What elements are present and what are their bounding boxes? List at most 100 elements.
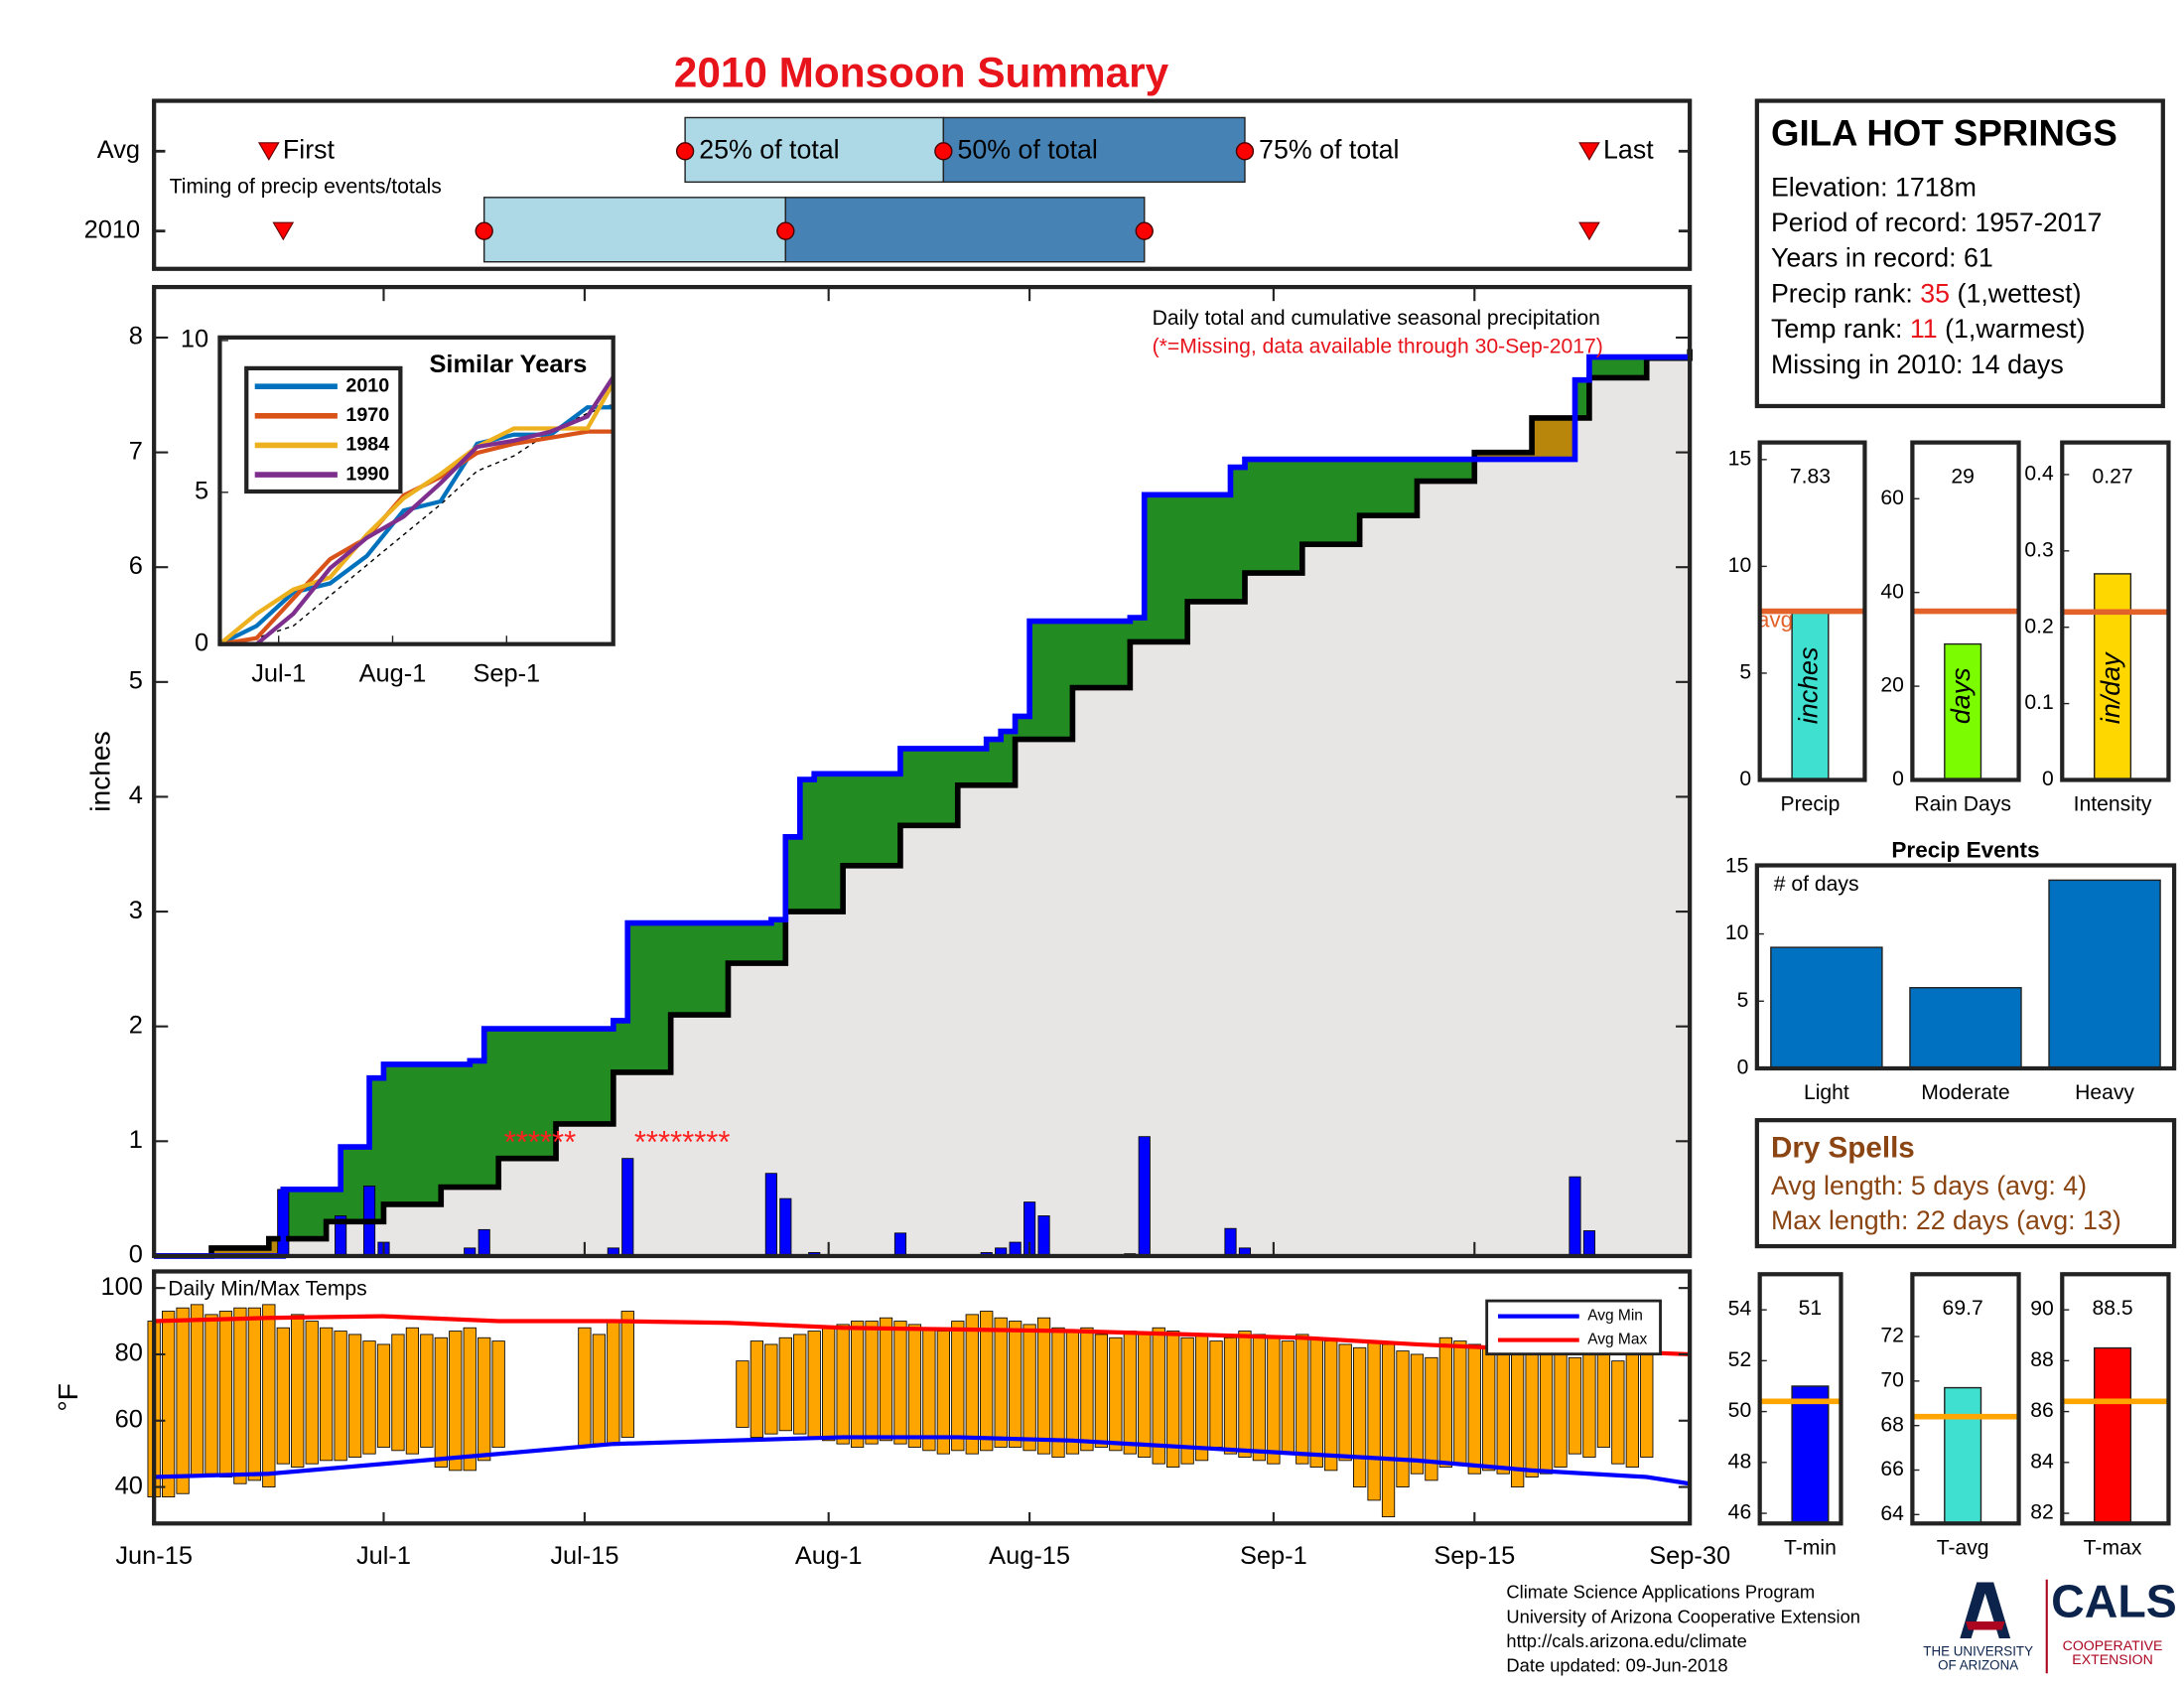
chart-title: Daily Min/Max Temps xyxy=(168,1277,366,1300)
bar xyxy=(1944,1386,1982,1525)
x-tick-label: Sep-30 xyxy=(1649,1542,1730,1570)
total-marker xyxy=(776,221,795,240)
y-tick-label: 5 xyxy=(129,667,143,695)
temp-range-bar xyxy=(1482,1346,1496,1472)
temp-range-bar xyxy=(347,1334,362,1458)
bar xyxy=(2094,1346,2132,1525)
frame xyxy=(152,98,1693,271)
x-tick-label: Heavy xyxy=(2075,1081,2134,1104)
temp-range-bar xyxy=(965,1314,979,1455)
x-tick-label: Intensity xyxy=(2074,792,2152,815)
y-tick-label: 2 xyxy=(129,1011,143,1039)
x-tick-label: Precip xyxy=(1780,792,1840,815)
temp-range-bar xyxy=(822,1327,836,1442)
y-tick-label: 15 xyxy=(1728,447,1752,470)
temp-range-bar xyxy=(922,1327,936,1452)
station-info: Period of record: 1957-2017 xyxy=(1771,208,2103,237)
bar xyxy=(1791,612,1830,781)
station-info-part: Years in record: 61 xyxy=(1771,243,1993,273)
row-label: 2010 xyxy=(84,215,140,243)
daily-precip-bar xyxy=(1569,1176,1581,1257)
unit-label: days xyxy=(1946,667,1976,724)
temp-range-bar xyxy=(1209,1340,1223,1448)
station-info: Precip rank: 35 (1,wettest) xyxy=(1771,278,2082,308)
station-info-part: Temp rank: xyxy=(1771,314,1910,344)
station-info-part: Precip rank: xyxy=(1771,278,1920,308)
cumulative-line xyxy=(154,353,1691,1259)
daily-precip-bar xyxy=(1037,1215,1050,1257)
temp-range-bar xyxy=(1252,1334,1267,1462)
event-marker xyxy=(1578,142,1600,161)
y-tick-label: 54 xyxy=(1728,1298,1752,1321)
temp-range-bar xyxy=(836,1324,850,1445)
logo-extension: COOPERATIVE xyxy=(2063,1637,2163,1653)
temp-range-bar xyxy=(578,1327,592,1448)
value-label: 88.5 xyxy=(2092,1297,2132,1320)
inset-title: Similar Years xyxy=(429,351,587,378)
daily-precip-bar xyxy=(1224,1227,1237,1257)
temp-range-bar xyxy=(1324,1340,1338,1472)
frame xyxy=(1754,98,2165,409)
missing-annotation: ****** xyxy=(504,1124,576,1159)
event-marker xyxy=(272,221,295,241)
temp-range-bar xyxy=(850,1321,865,1448)
value-label: 7.83 xyxy=(1790,465,1831,488)
temp-range-bar xyxy=(305,1321,319,1465)
y-tick-label: 72 xyxy=(1880,1325,1904,1347)
temp-range-bar xyxy=(764,1343,778,1435)
value-label: 29 xyxy=(1951,465,1975,488)
daily-precip-bar xyxy=(1138,1136,1151,1257)
logo-a-bar xyxy=(1965,1621,2005,1630)
unit-label: in/day xyxy=(2096,651,2125,724)
temp-range-bar xyxy=(391,1334,405,1452)
temp-range-bar xyxy=(1625,1353,1639,1468)
y-tick-label: 0.4 xyxy=(2024,463,2054,486)
frame xyxy=(1757,1272,1843,1526)
temp-range-bar xyxy=(951,1321,965,1452)
x-tick-label: Sep-1 xyxy=(1240,1542,1307,1570)
temp-range-bar xyxy=(1123,1331,1137,1455)
daily-precip-bar xyxy=(764,1173,777,1257)
marker-label: First xyxy=(283,134,336,164)
temp-range-bar xyxy=(865,1321,879,1445)
temp-range-bar xyxy=(736,1360,750,1428)
temp-range-bar xyxy=(807,1331,821,1438)
row-label: Avg xyxy=(97,136,140,164)
x-tick-label: Jul-1 xyxy=(356,1542,411,1570)
quartile-box xyxy=(482,197,787,263)
temp-range-bar xyxy=(1065,1331,1080,1455)
y-tick-label: 50 xyxy=(1728,1399,1752,1422)
y-tick-label: 10 xyxy=(1725,921,1749,944)
annotation: # of days xyxy=(1774,873,1859,896)
temp-range-bar xyxy=(276,1327,290,1465)
temp-range-bar xyxy=(176,1307,190,1494)
y-tick-label: 48 xyxy=(1728,1450,1752,1473)
chart-title: Precip Events xyxy=(1891,837,2039,862)
temp-range-bar xyxy=(1438,1336,1453,1468)
temp-range-bar xyxy=(620,1311,634,1438)
temp-range-bar xyxy=(449,1331,463,1472)
station-info-part: 35 xyxy=(1920,278,1950,308)
y-tick-label: 40 xyxy=(1880,580,1904,603)
temp-range-bar xyxy=(1080,1327,1094,1452)
logo-university: OF ARIZONA xyxy=(1938,1658,2018,1673)
temp-range-bar xyxy=(434,1336,448,1468)
y-tick-label: 3 xyxy=(129,897,143,924)
y-tick-label: 4 xyxy=(129,781,143,809)
chart-subtitle: (*=Missing, data available through 30-Se… xyxy=(1153,335,1603,357)
temp-range-bar xyxy=(592,1334,606,1445)
temp-range-bar xyxy=(1309,1336,1323,1468)
dry-spells-line: Max length: 22 days (avg: 13) xyxy=(1771,1205,2121,1235)
temp-range-bar xyxy=(376,1343,391,1448)
temp-range-bar xyxy=(1180,1336,1194,1465)
y-tick-label: 5 xyxy=(1737,989,1749,1012)
temp-range-bar xyxy=(778,1336,792,1432)
y-tick-label: 6 xyxy=(129,552,143,580)
y-tick-label: 60 xyxy=(115,1405,143,1433)
y-tick-label: 0 xyxy=(129,1241,143,1269)
x-tick-label: Rain Days xyxy=(1914,792,2011,815)
temp-range-bar xyxy=(1223,1336,1238,1455)
temp-range-bar xyxy=(362,1340,376,1455)
event-marker xyxy=(257,142,280,161)
